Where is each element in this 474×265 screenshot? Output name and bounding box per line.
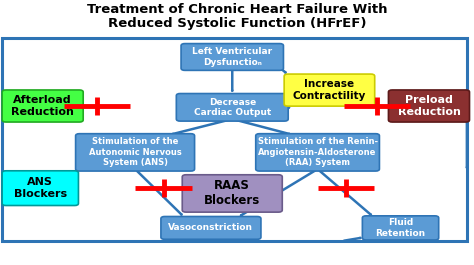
FancyBboxPatch shape (388, 90, 469, 122)
FancyBboxPatch shape (256, 134, 380, 171)
Bar (2, 38, 467, 241)
FancyBboxPatch shape (75, 134, 194, 171)
Text: Stimulation of the Renin-
Angiotensin-Aldosterone
(RAA) System: Stimulation of the Renin- Angiotensin-Al… (257, 138, 378, 167)
Text: Reduced Systolic Function (HFrEF): Reduced Systolic Function (HFrEF) (108, 17, 366, 30)
Text: RAAS
Blockers: RAAS Blockers (204, 179, 260, 207)
FancyBboxPatch shape (161, 217, 261, 239)
Text: Afterload
Reduction: Afterload Reduction (11, 95, 74, 117)
Text: Left Ventricular
Dysfunctioₙ: Left Ventricular Dysfunctioₙ (192, 47, 273, 67)
Text: Vasoconstriction: Vasoconstriction (168, 223, 254, 232)
Text: Increase
Contractility: Increase Contractility (293, 79, 366, 101)
Text: ANS
Blockers: ANS Blockers (14, 177, 67, 199)
Text: Treatment of Chronic Heart Failure With: Treatment of Chronic Heart Failure With (87, 3, 387, 16)
Text: Fluid
Retention: Fluid Retention (375, 218, 426, 238)
FancyBboxPatch shape (176, 94, 288, 121)
FancyBboxPatch shape (362, 216, 439, 240)
FancyBboxPatch shape (284, 74, 374, 106)
FancyBboxPatch shape (182, 175, 282, 212)
Text: Preload
Reduction: Preload Reduction (398, 95, 460, 117)
FancyBboxPatch shape (2, 90, 83, 122)
Text: Stimulation of the
Autonomic Nervous
System (ANS): Stimulation of the Autonomic Nervous Sys… (89, 138, 182, 167)
FancyBboxPatch shape (2, 171, 78, 206)
FancyBboxPatch shape (181, 43, 283, 70)
Text: Decrease
Cardiac Output: Decrease Cardiac Output (194, 98, 271, 117)
